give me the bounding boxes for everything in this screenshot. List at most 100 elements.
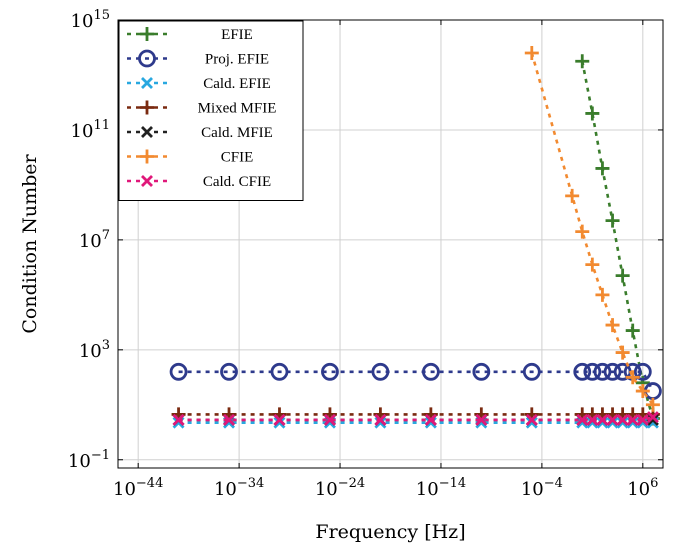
- data-point: [625, 370, 640, 385]
- legend-marker: [140, 100, 154, 115]
- data-point: [645, 397, 660, 412]
- x-tick-base: 10: [416, 479, 439, 500]
- y-tick-label: 107: [79, 228, 110, 252]
- legend-item: Proj. EFIE: [127, 49, 269, 68]
- x-tick-label: 10−4: [521, 476, 563, 500]
- legend-marker: [140, 27, 154, 41]
- x-tick-label: 10−44: [113, 476, 163, 500]
- y-tick-base: 10: [79, 341, 102, 362]
- data-point: [575, 224, 590, 239]
- data-point: [525, 416, 538, 429]
- y-tick-base: 10: [68, 451, 91, 472]
- data-point: [524, 45, 539, 60]
- data-point: [270, 362, 289, 381]
- legend-item: EFIE: [127, 27, 253, 43]
- data-point: [615, 268, 630, 283]
- series-proj-efie: [169, 362, 662, 400]
- data-point: [421, 362, 440, 381]
- y-tick-power: −1: [91, 448, 110, 463]
- legend-label: Proj. EFIE: [205, 52, 269, 68]
- data-point: [525, 413, 538, 426]
- data-point: [321, 362, 339, 381]
- legend-label: Mixed MFIE: [198, 101, 277, 117]
- y-axis-label: Condition Number: [19, 153, 41, 333]
- data-point: [573, 362, 592, 381]
- legend-marker: [138, 49, 156, 68]
- data-point: [585, 257, 600, 272]
- x-tick-power: −4: [544, 476, 563, 491]
- plot-area-frame: [117, 19, 664, 469]
- series-line: [178, 370, 655, 392]
- legend-item: Cald. EFIE: [127, 76, 271, 92]
- y-tick-label: 10−1: [68, 448, 110, 472]
- data-point: [646, 413, 659, 426]
- x-tick-power: −34: [237, 476, 264, 491]
- data-point: [605, 318, 620, 333]
- data-point: [273, 416, 286, 429]
- legend-marker: [141, 77, 153, 89]
- legend-item: Cald. CFIE: [127, 174, 271, 190]
- legend: EFIE Proj. EFIE Cald. EFIE Mixed MFIE Cald. …: [118, 20, 304, 201]
- legend-label: Cald. CFIE: [203, 174, 271, 190]
- y-tick-base: 10: [71, 11, 94, 32]
- legend-item: Mixed MFIE: [127, 100, 277, 117]
- x-tick-base: 10: [627, 479, 650, 500]
- data-point: [323, 413, 336, 426]
- x-tick-power: −44: [136, 476, 163, 491]
- data-point: [593, 362, 612, 381]
- x-tick-label: 10−34: [214, 476, 264, 500]
- y-tick-power: 11: [93, 118, 110, 133]
- data-point: [575, 54, 590, 69]
- series-line: [530, 52, 654, 406]
- data-point: [565, 188, 580, 203]
- y-tick-power: 3: [102, 338, 110, 353]
- data-point: [522, 362, 541, 381]
- x-tick-label: 10−14: [416, 476, 466, 500]
- data-point: [616, 416, 629, 429]
- series-cfie: [524, 45, 660, 412]
- legend-marker: [141, 126, 153, 138]
- data-point: [596, 416, 609, 429]
- series-cald-cfie: [172, 411, 659, 426]
- x-tick-base: 10: [315, 479, 338, 500]
- data-point: [576, 413, 589, 426]
- data-point: [583, 362, 602, 381]
- x-tick-label: 10−24: [315, 476, 365, 500]
- y-tick-base: 10: [71, 121, 94, 142]
- data-point: [595, 287, 610, 302]
- legend-item: Cald. MFIE: [127, 125, 273, 141]
- legend-marker: [141, 175, 153, 187]
- legend-item: CFIE: [127, 149, 254, 166]
- data-point: [223, 413, 236, 426]
- data-point: [625, 323, 640, 338]
- data-point: [424, 413, 437, 426]
- series-layer: [169, 45, 662, 429]
- data-point: [596, 413, 609, 426]
- data-point: [472, 362, 491, 381]
- x-tick-power: −14: [439, 476, 466, 491]
- data-point: [636, 413, 649, 426]
- legend-label: Cald. MFIE: [201, 125, 273, 141]
- legend-marker: [140, 149, 154, 164]
- data-point: [626, 413, 639, 426]
- axis-ticks: 10−44 10−34 10−24 10−14 10−4 10610−1103107101…: [68, 8, 663, 500]
- x-tick-base: 10: [214, 479, 237, 500]
- x-tick-base: 10: [521, 479, 544, 500]
- data-point: [606, 413, 619, 426]
- y-tick-label: 1015: [71, 8, 110, 32]
- x-tick-label: 106: [627, 476, 658, 500]
- data-point: [606, 416, 619, 429]
- y-tick-power: 15: [93, 8, 110, 23]
- data-point: [595, 161, 610, 176]
- data-point: [635, 384, 650, 399]
- data-point: [615, 345, 630, 360]
- legend-label: CFIE: [221, 150, 254, 166]
- x-tick-base: 10: [113, 479, 136, 500]
- data-point: [220, 362, 238, 381]
- data-point: [633, 362, 652, 381]
- data-point: [585, 106, 600, 121]
- data-point: [616, 413, 629, 426]
- data-point: [646, 411, 659, 424]
